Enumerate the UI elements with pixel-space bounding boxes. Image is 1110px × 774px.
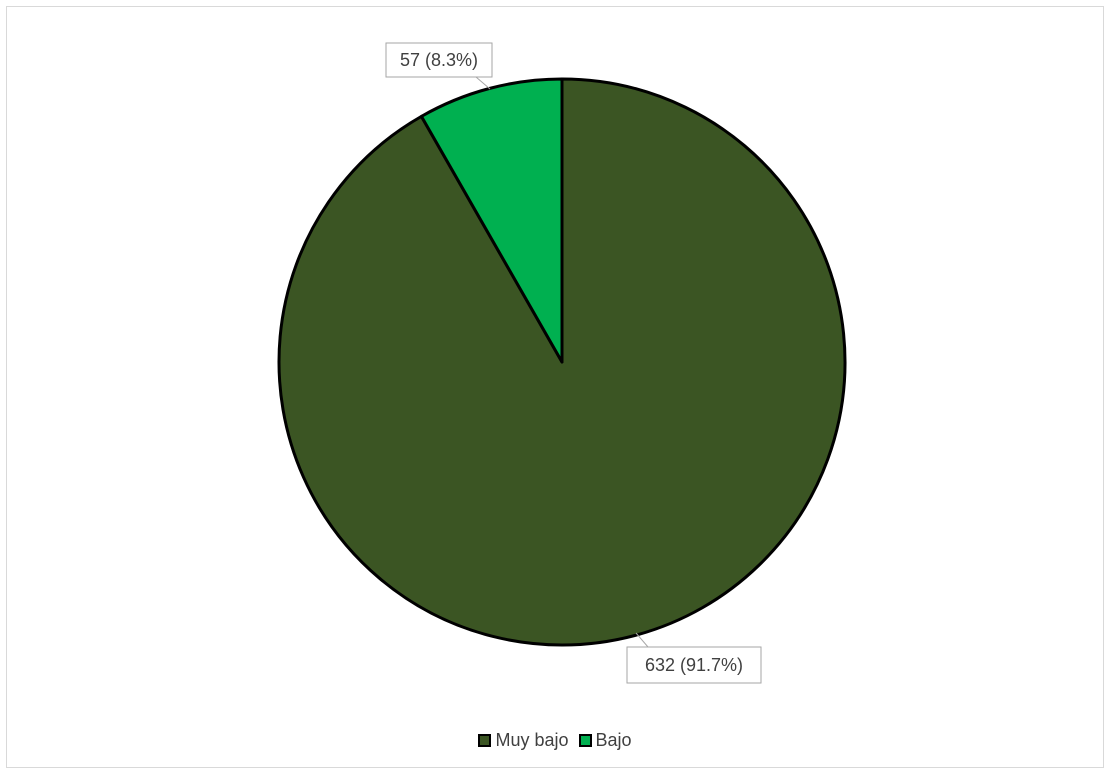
leader-line-muy-bajo bbox=[635, 632, 649, 648]
legend-label-bajo: Bajo bbox=[595, 730, 632, 750]
legend-swatch-bajo bbox=[578, 734, 592, 747]
data-label-bajo: 57 (8.3%) bbox=[400, 50, 478, 70]
legend: Muy bajo Bajo bbox=[0, 730, 1110, 751]
data-label-muy-bajo: 632 (91.7%) bbox=[645, 655, 743, 675]
data-label-box-muy-bajo bbox=[626, 646, 762, 684]
leader-line-bajo bbox=[475, 76, 491, 90]
pie-slices bbox=[277, 77, 847, 647]
legend-swatch-muy-bajo bbox=[478, 734, 492, 747]
legend-label-muy-bajo: Muy bajo bbox=[495, 730, 569, 750]
data-label-box-bajo bbox=[385, 42, 493, 78]
legend-item-muy-bajo: Muy bajo bbox=[478, 730, 569, 751]
data-labels: 632 (91.7%) 57 (8.3%) bbox=[385, 42, 762, 684]
legend-item-bajo: Bajo bbox=[578, 730, 632, 751]
